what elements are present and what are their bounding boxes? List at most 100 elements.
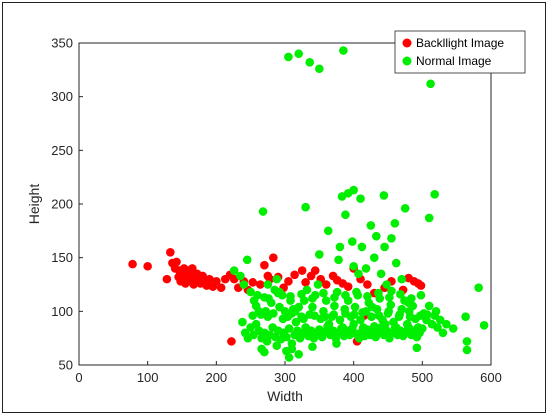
- point-normal: [350, 310, 359, 319]
- x-tick-label: 300: [274, 370, 296, 385]
- point-normal: [261, 307, 271, 316]
- point-backlight: [216, 283, 226, 293]
- point-normal: [424, 301, 434, 311]
- point-backlight: [260, 260, 269, 270]
- point-normal: [239, 280, 249, 289]
- point-backlight: [205, 274, 214, 284]
- point-normal: [422, 310, 432, 319]
- point-normal: [397, 274, 407, 284]
- point-normal: [345, 330, 354, 340]
- point-normal: [412, 343, 422, 353]
- point-normal: [246, 287, 255, 297]
- point-normal: [273, 288, 283, 298]
- point-normal: [278, 314, 288, 324]
- point-normal: [424, 213, 434, 223]
- chart-frame: 0 100 200 300 400 500 600 50 100 150 200 250 300 350 …: [2, 2, 546, 413]
- point-normal: [404, 298, 413, 308]
- point-normal: [269, 309, 278, 318]
- y-tick-label: 250: [51, 143, 73, 158]
- point-normal: [330, 293, 339, 302]
- point-normal: [391, 258, 401, 268]
- legend-marker-normal: [402, 56, 412, 66]
- point-normal: [462, 337, 472, 346]
- point-normal: [369, 253, 379, 262]
- point-normal: [319, 288, 328, 298]
- point-normal: [264, 294, 273, 303]
- point-normal: [310, 311, 319, 320]
- point-normal: [357, 242, 367, 252]
- point-normal: [260, 347, 269, 357]
- point-normal: [287, 344, 297, 354]
- point-normal: [352, 287, 361, 297]
- point-normal: [400, 203, 410, 213]
- point-normal: [335, 315, 345, 325]
- point-normal: [334, 255, 343, 265]
- point-normal: [366, 221, 376, 230]
- point-normal: [305, 58, 315, 67]
- point-normal: [242, 255, 252, 265]
- point-normal: [262, 337, 272, 346]
- point-normal: [438, 328, 448, 338]
- point-normal: [431, 307, 441, 316]
- point-normal: [323, 226, 333, 236]
- tick-group: 0 100 200 300 400 500 600 50 100 150 200 250 300 350: [51, 36, 502, 386]
- point-normal: [251, 319, 261, 329]
- y-tick-label: 300: [51, 89, 73, 104]
- point-normal: [349, 261, 358, 271]
- point-normal: [404, 307, 414, 316]
- point-normal: [340, 304, 350, 314]
- point-backlight: [172, 257, 181, 267]
- point-normal: [387, 234, 396, 243]
- point-normal: [418, 324, 427, 333]
- point-normal: [349, 185, 358, 195]
- point-normal: [367, 312, 376, 322]
- point-normal: [379, 191, 389, 200]
- legend-box: [394, 30, 526, 74]
- point-normal: [358, 308, 367, 317]
- y-tick-label: 200: [51, 197, 73, 212]
- point-normal: [321, 296, 331, 305]
- point-normal: [374, 288, 383, 298]
- point-normal: [284, 324, 294, 333]
- point-normal: [433, 323, 442, 332]
- point-normal: [229, 266, 239, 275]
- point-normal: [320, 312, 330, 322]
- x-tick-label: 0: [75, 370, 82, 385]
- point-normal: [339, 46, 348, 55]
- point-backlight: [363, 280, 372, 289]
- y-tick-label: 150: [51, 250, 73, 265]
- point-normal: [442, 319, 451, 329]
- point-backlight: [297, 266, 307, 275]
- point-normal: [284, 353, 294, 362]
- point-normal: [238, 317, 247, 327]
- point-normal: [299, 314, 308, 324]
- point-normal: [356, 194, 365, 203]
- point-normal: [291, 317, 301, 327]
- y-tick-label: 350: [51, 36, 73, 51]
- point-normal: [479, 320, 489, 330]
- points-group: [128, 46, 489, 362]
- point-normal: [315, 250, 324, 259]
- point-backlight: [269, 253, 278, 262]
- point-normal: [335, 242, 345, 252]
- point-normal: [308, 342, 317, 352]
- point-normal: [272, 341, 282, 350]
- point-normal: [462, 345, 472, 355]
- point-backlight: [310, 266, 320, 275]
- point-normal: [253, 290, 262, 300]
- point-normal: [301, 202, 310, 212]
- point-normal: [374, 311, 384, 320]
- point-normal: [330, 301, 339, 311]
- x-tick-label: 400: [343, 370, 365, 385]
- x-tick-label: 600: [480, 370, 502, 385]
- point-normal: [294, 49, 304, 59]
- point-backlight: [255, 280, 265, 289]
- legend-label-normal: Normal Image: [416, 54, 492, 68]
- point-normal: [435, 315, 445, 325]
- x-tick-label: 500: [411, 370, 433, 385]
- point-normal: [350, 302, 360, 312]
- point-normal: [308, 302, 317, 312]
- point-normal: [272, 274, 282, 284]
- point-normal: [284, 52, 293, 62]
- point-normal: [415, 311, 425, 320]
